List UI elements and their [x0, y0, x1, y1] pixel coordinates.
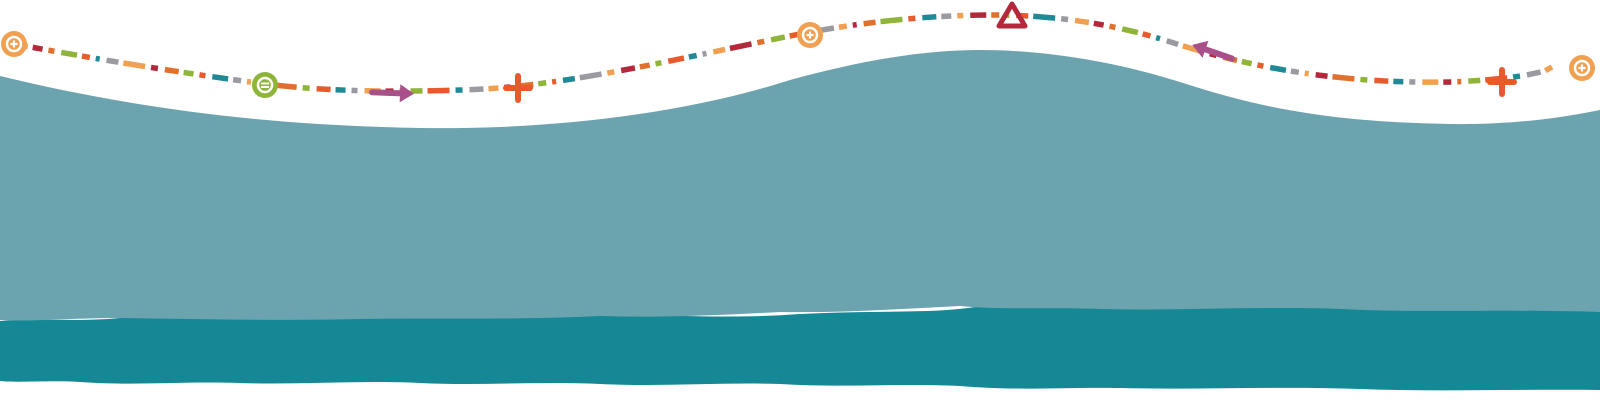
path-dash: [1074, 17, 1090, 26]
path-dash: [1544, 64, 1554, 74]
path-dash: [863, 19, 876, 27]
path-dash: [620, 65, 636, 74]
path-dash: [1093, 20, 1105, 28]
path-dash: [537, 80, 547, 87]
plus-circle-icon: [1569, 55, 1595, 81]
path-dash: [1256, 62, 1264, 69]
path-dash: [150, 64, 159, 72]
path-dash: [164, 66, 180, 75]
path-dash: [1374, 77, 1389, 84]
triangle-icon: [996, 1, 1028, 29]
path-dash: [729, 41, 753, 52]
plus-icon: [503, 73, 533, 103]
path-dash: [1141, 31, 1152, 39]
plus-icon: [1487, 67, 1517, 97]
path-dash: [701, 50, 708, 57]
path-dash: [1108, 23, 1116, 31]
arrow-left-icon: [1192, 40, 1235, 62]
path-dash: [712, 46, 726, 55]
path-dash: [1155, 34, 1161, 42]
path-dash: [1165, 38, 1179, 47]
path-dash: [60, 49, 78, 58]
path-dash: [579, 71, 602, 81]
path-dash: [1269, 64, 1287, 73]
path-dash: [908, 15, 916, 22]
path-dash: [81, 53, 91, 61]
path-dash: [32, 44, 44, 52]
arrow-right-icon: [369, 84, 414, 103]
path-icons: [1, 1, 1595, 103]
path-dash: [106, 57, 119, 65]
path-dash: [469, 86, 484, 93]
path-dash: [316, 85, 331, 93]
minus-circle-icon: [252, 72, 278, 98]
path-dash: [302, 85, 310, 92]
path-dash: [199, 72, 206, 79]
path-dash: [122, 60, 146, 70]
path-dash: [1526, 69, 1542, 78]
path-dash: [1315, 72, 1328, 79]
path-dash: [551, 78, 557, 85]
path-dash: [1060, 15, 1069, 23]
path-dash: [654, 59, 662, 67]
plus-circle-icon: [1, 31, 27, 57]
path-dash: [880, 16, 903, 25]
plus-circle-icon: [797, 22, 823, 48]
path-dash: [688, 52, 698, 60]
path-dash: [1121, 26, 1139, 36]
path-dash: [95, 55, 101, 62]
path-dash: [1360, 76, 1368, 83]
path-dash: [488, 85, 499, 92]
path-dash: [770, 34, 786, 43]
path-dash: [427, 87, 450, 94]
path-dash: [1304, 70, 1310, 77]
path-dash: [838, 23, 848, 30]
path-dash: [562, 75, 576, 84]
path-dash: [852, 21, 858, 28]
path-dash: [922, 14, 937, 21]
path-dash: [756, 38, 765, 46]
path-dash: [1241, 58, 1253, 67]
dashed-path: [13, 12, 1554, 94]
path-dash: [246, 78, 252, 85]
upper-wave-band: [0, 50, 1600, 321]
lower-band: [0, 303, 1600, 391]
path-dash: [1332, 74, 1355, 82]
path-dash: [232, 76, 242, 84]
path-dash: [1033, 13, 1056, 21]
path-dash: [639, 62, 651, 70]
path-dash: [1468, 77, 1481, 84]
path-dash: [1512, 73, 1521, 80]
path-dash: [274, 82, 297, 90]
path-dash: [667, 55, 685, 64]
path-dash: [606, 69, 615, 76]
path-dash: [1290, 68, 1300, 76]
path-dash: [47, 47, 55, 54]
path-dash: [941, 13, 952, 20]
path-dash: [211, 73, 229, 82]
path-dash: [183, 69, 194, 77]
